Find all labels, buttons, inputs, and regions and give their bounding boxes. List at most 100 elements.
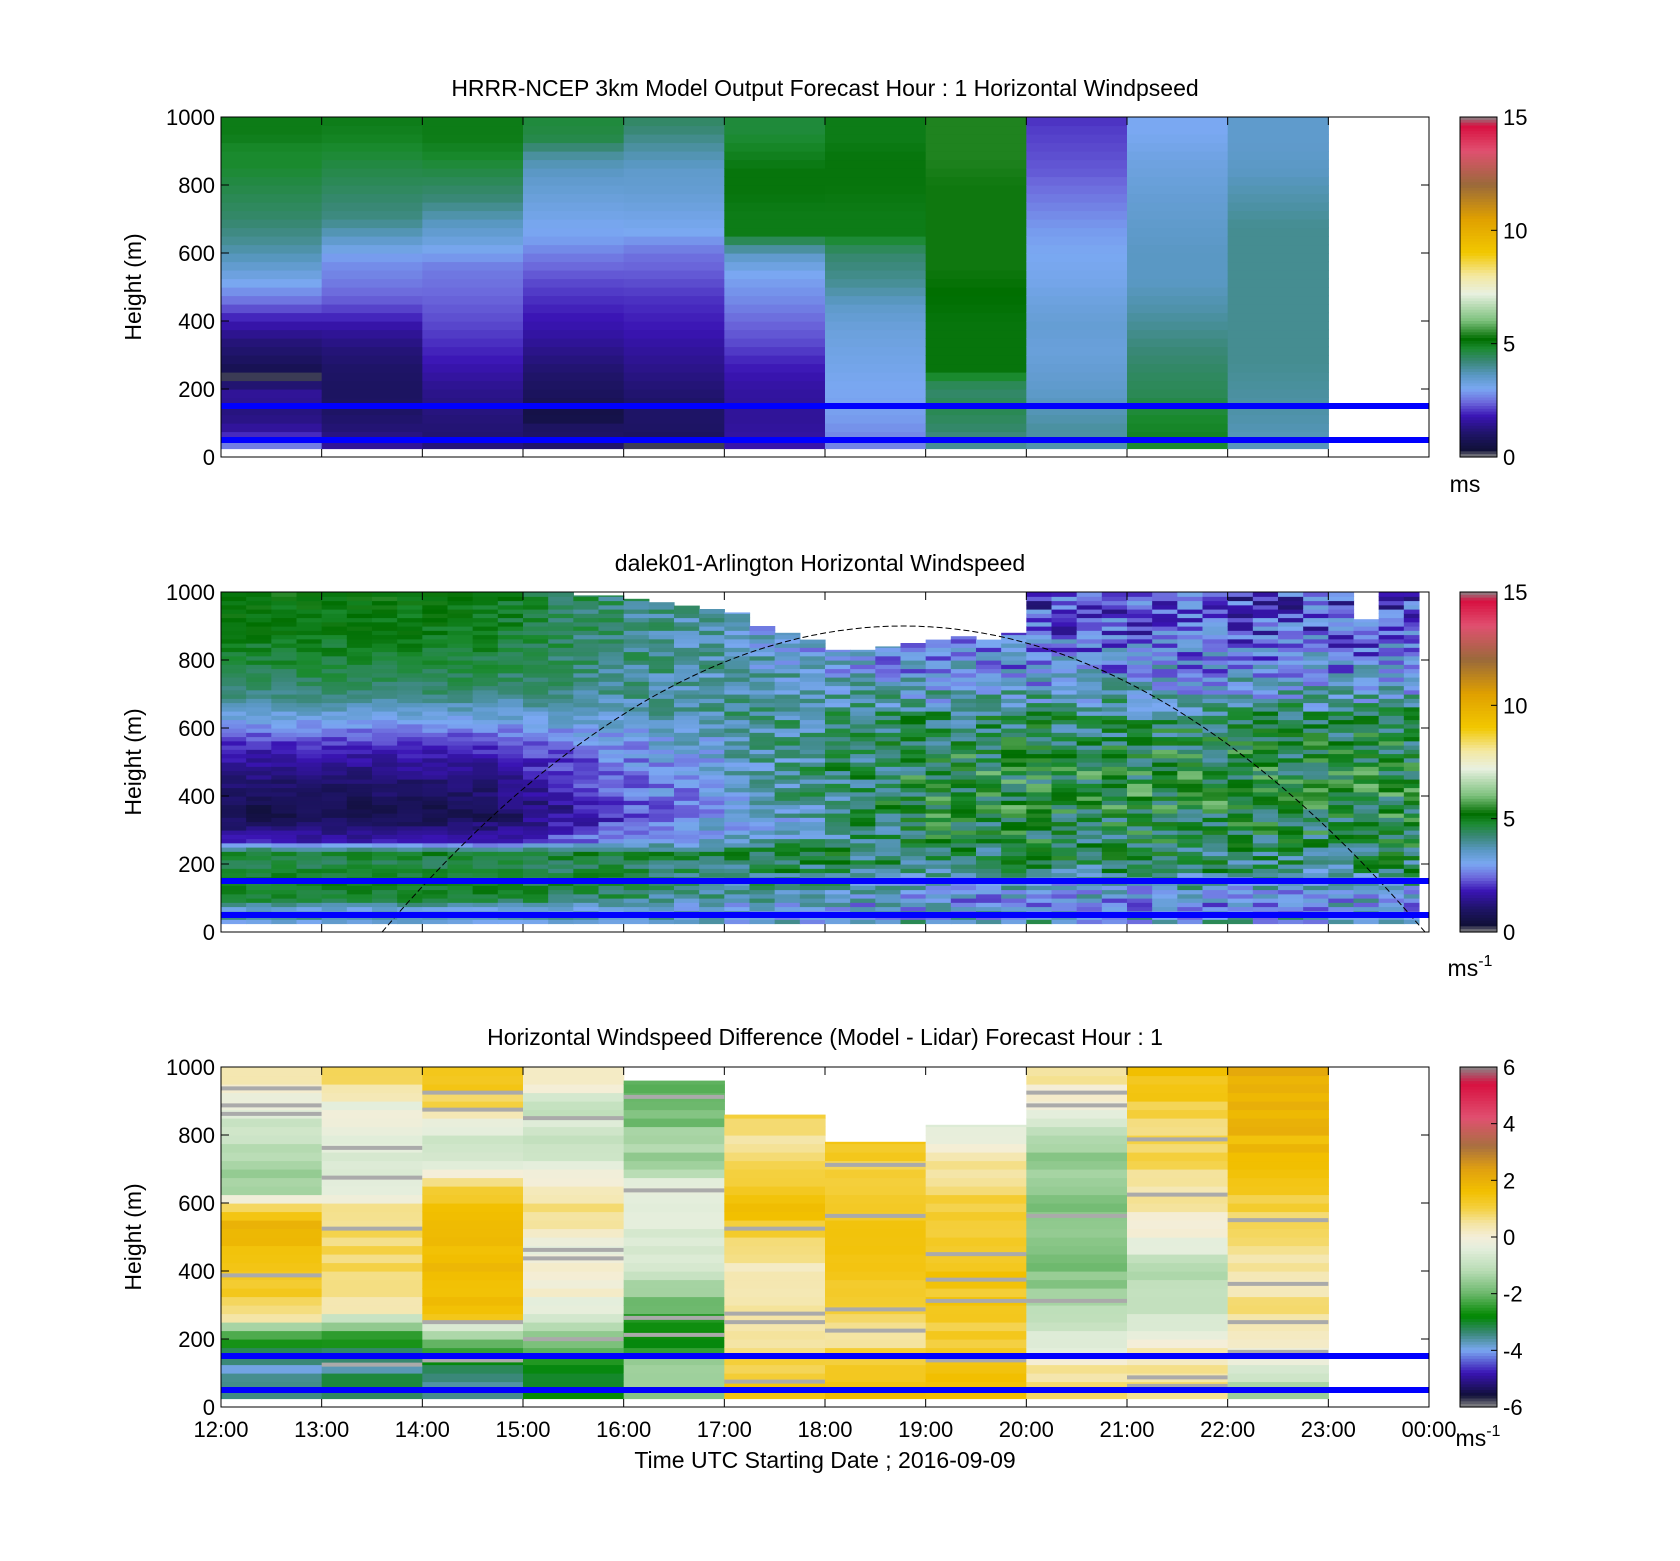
panel-lidar-cell <box>1026 770 1053 776</box>
panel-lidar-cell <box>950 702 977 708</box>
panel-difference-cell <box>422 1381 524 1391</box>
panel-lidar-cell <box>271 821 298 827</box>
panel-lidar-cell <box>548 864 574 869</box>
panel-lidar-cell <box>422 719 449 725</box>
panel-lidar-cell <box>1328 817 1355 823</box>
y-tick-label: 0 <box>203 920 215 945</box>
panel-lidar-cell <box>1227 787 1254 793</box>
panel-model-cell <box>321 125 423 135</box>
panel-lidar-cell <box>548 753 574 759</box>
panel-lidar-cell <box>271 834 298 840</box>
panel-difference-cell <box>523 1381 625 1391</box>
panel-lidar-cell <box>1328 634 1355 640</box>
panel-model-cell <box>1026 151 1128 161</box>
panel-lidar-cell <box>447 723 474 729</box>
colorbar-segment <box>1460 360 1497 365</box>
panel-lidar-cell <box>422 672 449 678</box>
panel-lidar-cell <box>1378 600 1405 606</box>
panel-lidar-cell <box>1076 868 1103 874</box>
panel-lidar-cell <box>1051 719 1078 725</box>
panel-difference-cell <box>422 1203 524 1213</box>
panel-model-cell <box>825 346 927 356</box>
panel-difference-cell <box>1026 1364 1128 1374</box>
panel-lidar-cell <box>321 732 348 738</box>
panel-lidar-cell <box>825 711 851 716</box>
panel-lidar-cell <box>1353 872 1380 878</box>
panel-lidar-cell <box>850 898 876 903</box>
panel-model-cell <box>1227 244 1329 254</box>
panel-lidar-cell <box>321 864 348 869</box>
panel-lidar-cell <box>346 638 373 644</box>
panel-lidar-cell <box>598 613 625 619</box>
panel-lidar-cell <box>1076 872 1103 878</box>
panel-lidar-cell <box>1051 647 1078 653</box>
colorbar-segment <box>1460 679 1497 684</box>
panel-lidar-cell <box>271 893 298 899</box>
panel-difference-cell <box>523 1177 625 1187</box>
panel-lidar-cell <box>825 779 851 784</box>
panel-lidar-cell <box>749 851 776 857</box>
panel-model-cell <box>523 397 625 407</box>
panel-model-cell <box>321 193 423 203</box>
panel-lidar-cell <box>472 838 499 844</box>
panel-lidar-cell <box>648 821 675 827</box>
panel-lidar-cell <box>422 600 449 606</box>
colorbar-segment <box>1460 668 1497 672</box>
panel-lidar-cell <box>472 694 499 699</box>
panel-lidar-cell <box>523 821 549 827</box>
panel-difference-cell <box>422 1211 524 1221</box>
panel-lidar-cell <box>1026 617 1053 623</box>
panel-lidar-cell <box>598 838 625 844</box>
colorbar-segment <box>1460 824 1497 828</box>
colorbar-segment <box>1460 1129 1497 1133</box>
panel-lidar-cell <box>573 655 600 661</box>
panel-lidar-cell <box>1202 919 1229 925</box>
panel-lidar-cell <box>1378 711 1405 716</box>
panel-lidar-cell <box>850 817 876 823</box>
colorbar-segment <box>1460 1154 1497 1159</box>
panel-lidar-cell <box>749 919 776 925</box>
panel-lidar-cell <box>1177 600 1204 606</box>
panel-difference-cell <box>1227 1373 1329 1383</box>
panel-difference-cell <box>422 1330 524 1340</box>
panel-lidar-cell <box>1353 830 1380 835</box>
panel-lidar-cell <box>749 766 776 772</box>
panel-lidar-cell <box>296 660 323 665</box>
panel-lidar-cell <box>724 817 751 823</box>
panel-lidar-cell <box>925 885 952 891</box>
panel-lidar-cell <box>447 613 474 619</box>
panel-lidar-cell <box>523 753 549 759</box>
panel-lidar-cell <box>1227 855 1254 861</box>
colorbar-segment <box>1460 813 1497 817</box>
panel-lidar-cell <box>648 732 675 738</box>
panel-lidar-cell <box>1227 766 1254 772</box>
panel-lidar-cell <box>799 919 826 925</box>
panel-lidar-cell <box>472 596 499 602</box>
panel-lidar-cell <box>472 872 499 878</box>
panel-lidar-cell <box>1101 762 1128 767</box>
panel-lidar-cell <box>674 736 700 742</box>
panel-lidar-cell <box>346 825 373 831</box>
panel-lidar-cell <box>1076 651 1103 657</box>
panel-model-cell <box>925 278 1027 288</box>
panel-lidar-cell <box>1378 621 1405 627</box>
panel-lidar-cell <box>1278 919 1304 925</box>
panel-lidar-cell <box>397 779 423 784</box>
panel-lidar-cell <box>598 872 625 878</box>
panel-lidar-cell <box>1353 868 1380 874</box>
panel-lidar-cell <box>1202 817 1229 823</box>
panel-lidar-cell <box>875 800 902 806</box>
panel-model-cell <box>1227 261 1329 271</box>
panel-lidar-cell <box>825 859 851 865</box>
colorbar-segment <box>1460 841 1497 845</box>
panel-lidar-cell <box>1227 621 1254 627</box>
panel-difference-cell <box>724 1364 826 1374</box>
panel-lidar-cell <box>1076 745 1103 750</box>
panel-lidar-cell <box>1353 740 1380 746</box>
panel-lidar-cell <box>875 753 902 759</box>
panel-lidar-cell <box>1177 621 1204 627</box>
panel-difference-cell <box>623 1237 725 1247</box>
colorbar-segment <box>1460 1265 1497 1269</box>
panel-lidar-cell <box>1051 851 1078 857</box>
panel-lidar-cell <box>296 715 323 721</box>
